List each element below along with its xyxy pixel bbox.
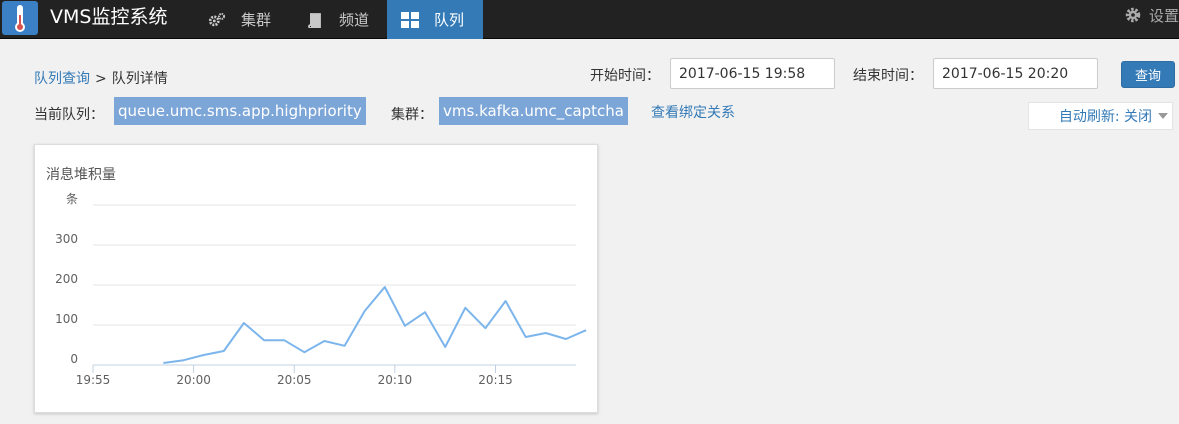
settings-menu[interactable]: 设置 bbox=[1125, 0, 1179, 30]
nav-item-channel-label: 频道 bbox=[339, 11, 370, 29]
nav-item-channel[interactable]: 频道 bbox=[306, 0, 369, 39]
end-time-label: 结束时间： bbox=[853, 68, 923, 84]
y-tick-label: 100 bbox=[55, 312, 78, 326]
x-tick-label: 19:55 bbox=[76, 373, 111, 387]
breadcrumb-current: 队列详情 bbox=[111, 71, 168, 87]
y-tick-label: 300 bbox=[55, 232, 78, 246]
x-tick-label: 20:00 bbox=[176, 373, 211, 387]
breadcrumb-separator: > bbox=[95, 71, 107, 87]
start-time-input[interactable]: 2017-06-15 19:58 bbox=[670, 58, 835, 89]
backlog-chart-panel: 消息堆积量 0 100 200 300 条 19:55 20:00 20:05 20:10 20:… bbox=[34, 144, 598, 413]
app-title[interactable]: VMS监控系统 bbox=[50, 6, 168, 28]
nav-item-queue-label: 队列 bbox=[434, 11, 465, 29]
breadcrumb-queue-query-link[interactable]: 队列查询 bbox=[34, 71, 90, 87]
current-queue-label: 当前队列： bbox=[34, 107, 104, 123]
cluster-label: 集群： bbox=[391, 107, 433, 123]
breadcrumb: 队列查询 > 队列详情 bbox=[34, 68, 168, 88]
y-axis-unit-label: 条 bbox=[66, 192, 78, 206]
cluster-name-tag: vms.kafka.umc_captcha bbox=[439, 97, 629, 125]
auto-refresh-label: 自动刷新: 关闭 bbox=[1058, 109, 1152, 125]
view-binding-link[interactable]: 查看绑定关系 bbox=[651, 105, 735, 121]
x-tick-label: 20:05 bbox=[277, 373, 312, 387]
caret-down-icon bbox=[1158, 113, 1168, 119]
x-tick-label: 20:10 bbox=[378, 373, 413, 387]
end-time-input[interactable]: 2017-06-15 20:20 bbox=[933, 58, 1098, 89]
start-time-label: 开始时间： bbox=[590, 68, 660, 84]
cogs-icon bbox=[208, 11, 226, 29]
gear-icon bbox=[1125, 7, 1141, 23]
nav-item-cluster-label: 集群 bbox=[241, 11, 272, 29]
y-tick-label: 0 bbox=[70, 352, 78, 366]
queue-name-tag: queue.umc.sms.app.highpriority bbox=[114, 97, 366, 125]
auto-refresh-dropdown[interactable]: 自动刷新: 关闭 bbox=[1028, 102, 1173, 130]
query-button[interactable]: 查询 bbox=[1121, 61, 1175, 88]
settings-label: 设置 bbox=[1148, 6, 1179, 25]
grid-icon bbox=[401, 11, 419, 29]
chart-title: 消息堆积量 bbox=[46, 167, 116, 183]
top-navbar: VMS监控系统 集群 频道 队列 bbox=[0, 0, 1179, 39]
thermometer-icon bbox=[15, 5, 25, 32]
app-logo[interactable] bbox=[2, 1, 38, 35]
backlog-line-chart: 0 100 200 300 条 19:55 20:00 20:05 20:10 20:15 bbox=[55, 192, 587, 387]
nav-item-cluster[interactable]: 集群 bbox=[208, 0, 271, 39]
nav-item-queue[interactable]: 队列 bbox=[387, 0, 483, 39]
book-icon bbox=[306, 11, 324, 29]
series-line bbox=[163, 286, 587, 364]
y-tick-label: 200 bbox=[55, 272, 78, 286]
x-tick-label: 20:15 bbox=[478, 373, 513, 387]
